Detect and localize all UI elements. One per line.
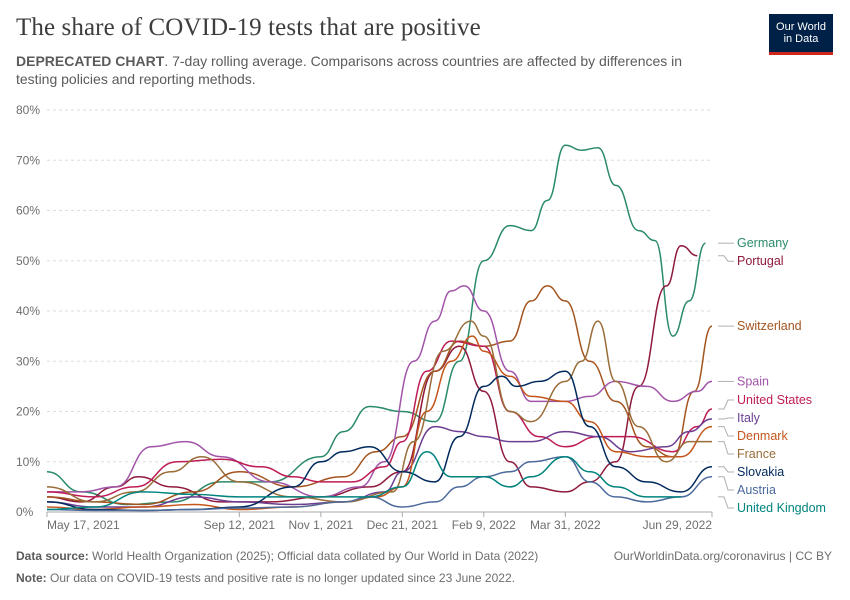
x-tick-label: Sep 12, 2021 [204, 518, 276, 532]
legend-connector [718, 255, 734, 262]
legend-label: Slovakia [737, 465, 784, 479]
series-line [46, 370, 713, 512]
chart-title: The share of COVID-19 tests that are pos… [16, 14, 481, 41]
y-tick-label: 20% [16, 405, 40, 419]
source-text: World Health Organization (2025); Offici… [88, 549, 539, 563]
logo-line-1: Our World [776, 21, 826, 33]
note-text: Our data on COVID-19 tests and positive … [46, 571, 515, 585]
legend-connector [718, 417, 734, 420]
x-tick-label: Mar 31, 2022 [530, 518, 601, 532]
chart-subtitle: DEPRECATED CHART. 7-day rolling average.… [16, 52, 726, 88]
source-label: Data source: [16, 549, 89, 563]
y-tick-label: 70% [16, 153, 40, 167]
series-line [46, 285, 713, 506]
series-line [46, 455, 713, 512]
legend-label: United States [737, 393, 812, 407]
series-line [46, 450, 681, 511]
legend-connector [718, 466, 734, 473]
y-tick-label: 40% [16, 304, 40, 318]
owid-logo[interactable]: Our World in Data [769, 14, 833, 55]
legend-label: Italy [737, 411, 761, 425]
legend-connector [718, 476, 734, 491]
logo-line-2: in Data [783, 33, 819, 45]
legend-label: Spain [737, 374, 769, 388]
series-line [46, 144, 707, 506]
series-line [46, 340, 713, 498]
y-tick-label: 80% [16, 103, 40, 117]
y-tick-label: 30% [16, 354, 40, 368]
legend-label: Austria [737, 483, 776, 497]
x-tick-label: Feb 9, 2022 [452, 518, 516, 532]
y-tick-label: 0% [16, 505, 34, 519]
legend-label: France [737, 447, 776, 461]
legend-label: Denmark [737, 429, 788, 443]
legend-connector [718, 496, 734, 509]
legend-connector [718, 399, 734, 410]
legend-label: Portugal [737, 254, 784, 268]
y-tick-label: 60% [16, 204, 40, 218]
x-tick-label: May 17, 2021 [47, 518, 120, 532]
deprecated-label: DEPRECATED CHART [16, 53, 165, 69]
legend-label: Germany [737, 236, 789, 250]
legend-label: United Kingdom [737, 501, 826, 515]
legend-connector [718, 426, 734, 437]
x-tick-label: Nov 1, 2021 [288, 518, 353, 532]
series-line [46, 418, 713, 508]
data-source: Data source: World Health Organization (… [16, 549, 538, 563]
legend-connector [718, 441, 734, 455]
subtitle-text: . 7-day rolling average. Comparisons acr… [16, 53, 683, 87]
source-url-link[interactable]: OurWorldinData.org/coronavirus | CC BY [613, 549, 832, 563]
y-tick-label: 50% [16, 254, 40, 268]
chart-note: Note: Our data on COVID-19 tests and pos… [16, 571, 515, 585]
x-tick-label: Dec 21, 2021 [367, 518, 439, 532]
legend-label: Switzerland [737, 319, 802, 333]
y-tick-label: 10% [16, 455, 40, 469]
x-tick-label: Jun 29, 2022 [643, 518, 713, 532]
series-line [46, 335, 713, 511]
series-line [46, 320, 712, 503]
note-label: Note: [16, 571, 47, 585]
series-line [46, 244, 698, 503]
